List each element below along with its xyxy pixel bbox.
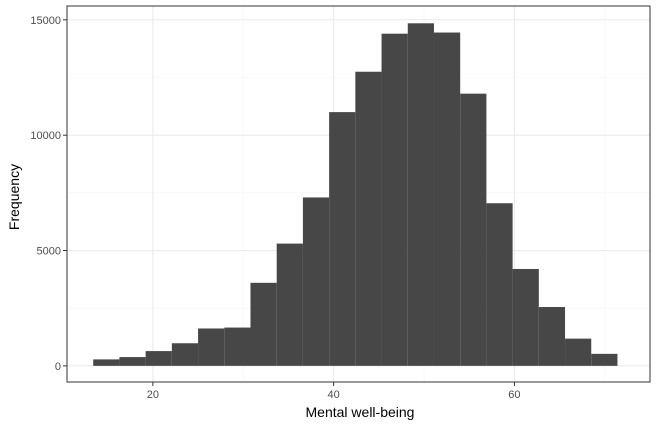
- histogram-bar-13: [407, 23, 434, 366]
- histogram-bar-20: [591, 353, 618, 366]
- y-tick-label: 0: [55, 361, 61, 373]
- histogram-bars: [93, 23, 618, 366]
- histogram-bar-18: [538, 307, 566, 366]
- histogram-bar-10: [329, 112, 356, 366]
- y-tick-label: 15000: [30, 15, 61, 27]
- histogram-bar-12: [381, 33, 408, 366]
- histogram-bar-2: [119, 357, 146, 366]
- histogram-bar-7: [250, 282, 277, 366]
- histogram-bar-19: [565, 338, 592, 366]
- x-axis-title: Mental well-being: [306, 404, 415, 420]
- y-tick-label: 10000: [30, 130, 61, 142]
- histogram-bar-8: [276, 243, 303, 366]
- x-axis: 20 40 60: [147, 382, 521, 401]
- y-tick-label: 5000: [37, 246, 61, 258]
- x-tick-label: 20: [147, 389, 159, 401]
- histogram-bar-15: [460, 93, 487, 366]
- histogram-bar-1: [93, 359, 120, 366]
- histogram-bar-9: [302, 197, 330, 366]
- histogram-bar-6: [224, 327, 251, 366]
- histogram-bar-14: [433, 32, 461, 366]
- histogram-bar-17: [512, 268, 539, 366]
- y-axis: 0 5000 10000 15000: [30, 15, 67, 373]
- histogram-bar-11: [355, 71, 382, 366]
- histogram-bar-3: [145, 351, 172, 366]
- x-tick-label: 60: [508, 389, 520, 401]
- histogram-bar-5: [198, 328, 225, 366]
- histogram-bar-4: [171, 343, 199, 366]
- y-axis-title: Frequency: [6, 164, 22, 230]
- histogram-bar-16: [486, 203, 513, 366]
- x-tick-label: 40: [328, 389, 340, 401]
- panel-border: [66, 5, 651, 383]
